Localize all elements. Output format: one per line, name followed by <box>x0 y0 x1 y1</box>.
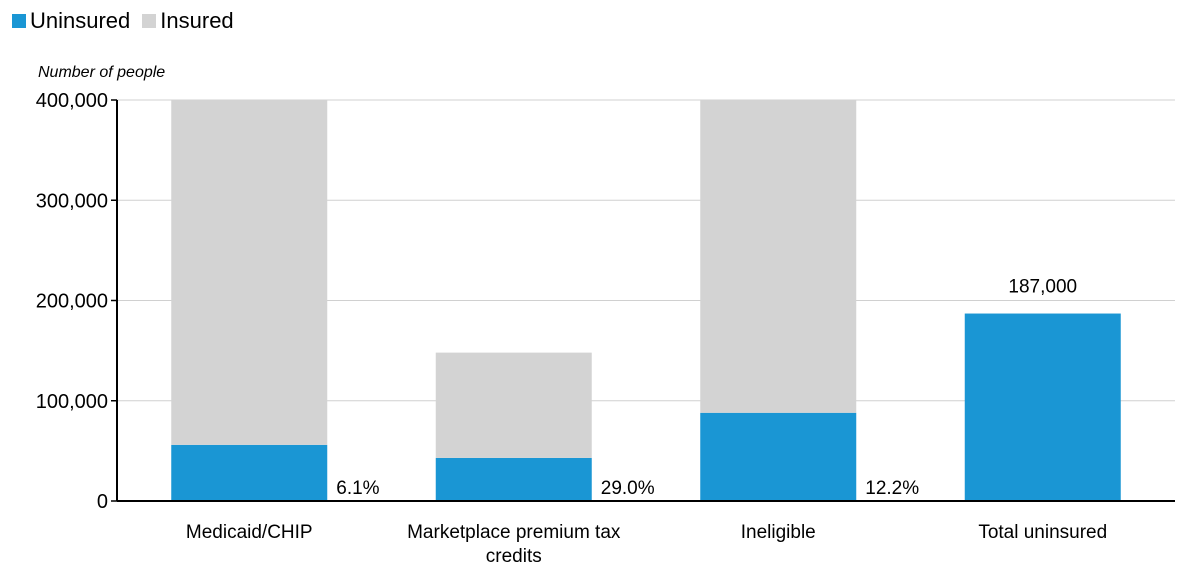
legend-item-uninsured: Uninsured <box>12 8 130 34</box>
legend-swatch-insured <box>142 14 157 28</box>
bar-uninsured <box>435 457 592 501</box>
category-label: credits <box>486 546 542 567</box>
value-label: 187,000 <box>1008 277 1077 298</box>
category-label: Medicaid/CHIP <box>186 522 313 543</box>
legend-label-insured: Insured <box>160 8 234 33</box>
percent-annotation: 6.1% <box>336 478 379 499</box>
bar-uninsured <box>964 313 1121 501</box>
legend-label-uninsured: Uninsured <box>30 8 131 33</box>
category-label: Marketplace premium tax <box>407 522 621 543</box>
bar-insured <box>700 100 857 413</box>
legend: Uninsured Insured <box>12 8 246 34</box>
y-axis-label: Number of people <box>38 64 165 81</box>
y-tick-label: 400,000 <box>36 90 108 112</box>
legend-swatch-uninsured <box>12 14 26 28</box>
bar-insured <box>171 100 328 445</box>
y-tick-label: 300,000 <box>36 190 108 212</box>
bars <box>171 100 1121 501</box>
percent-annotation: 12.2% <box>865 478 919 499</box>
y-tick-labels: 0 100,000 200,000 300,000 400,000 <box>36 90 108 513</box>
category-label: Total uninsured <box>978 522 1107 543</box>
bar-uninsured <box>700 412 857 501</box>
y-tick-label: 100,000 <box>36 391 108 413</box>
annotations: 6.1% 29.0% 12.2% 187,000 <box>336 277 1077 499</box>
bar-uninsured <box>171 444 328 501</box>
y-tick-label: 0 <box>97 491 108 513</box>
percent-annotation: 29.0% <box>601 478 655 499</box>
category-labels: Medicaid/CHIP Marketplace premium tax cred… <box>186 522 1107 567</box>
bar-insured <box>435 352 592 458</box>
legend-item-insured: Insured <box>142 8 234 34</box>
category-label: Ineligible <box>741 522 816 543</box>
y-tick-label: 200,000 <box>36 291 108 313</box>
